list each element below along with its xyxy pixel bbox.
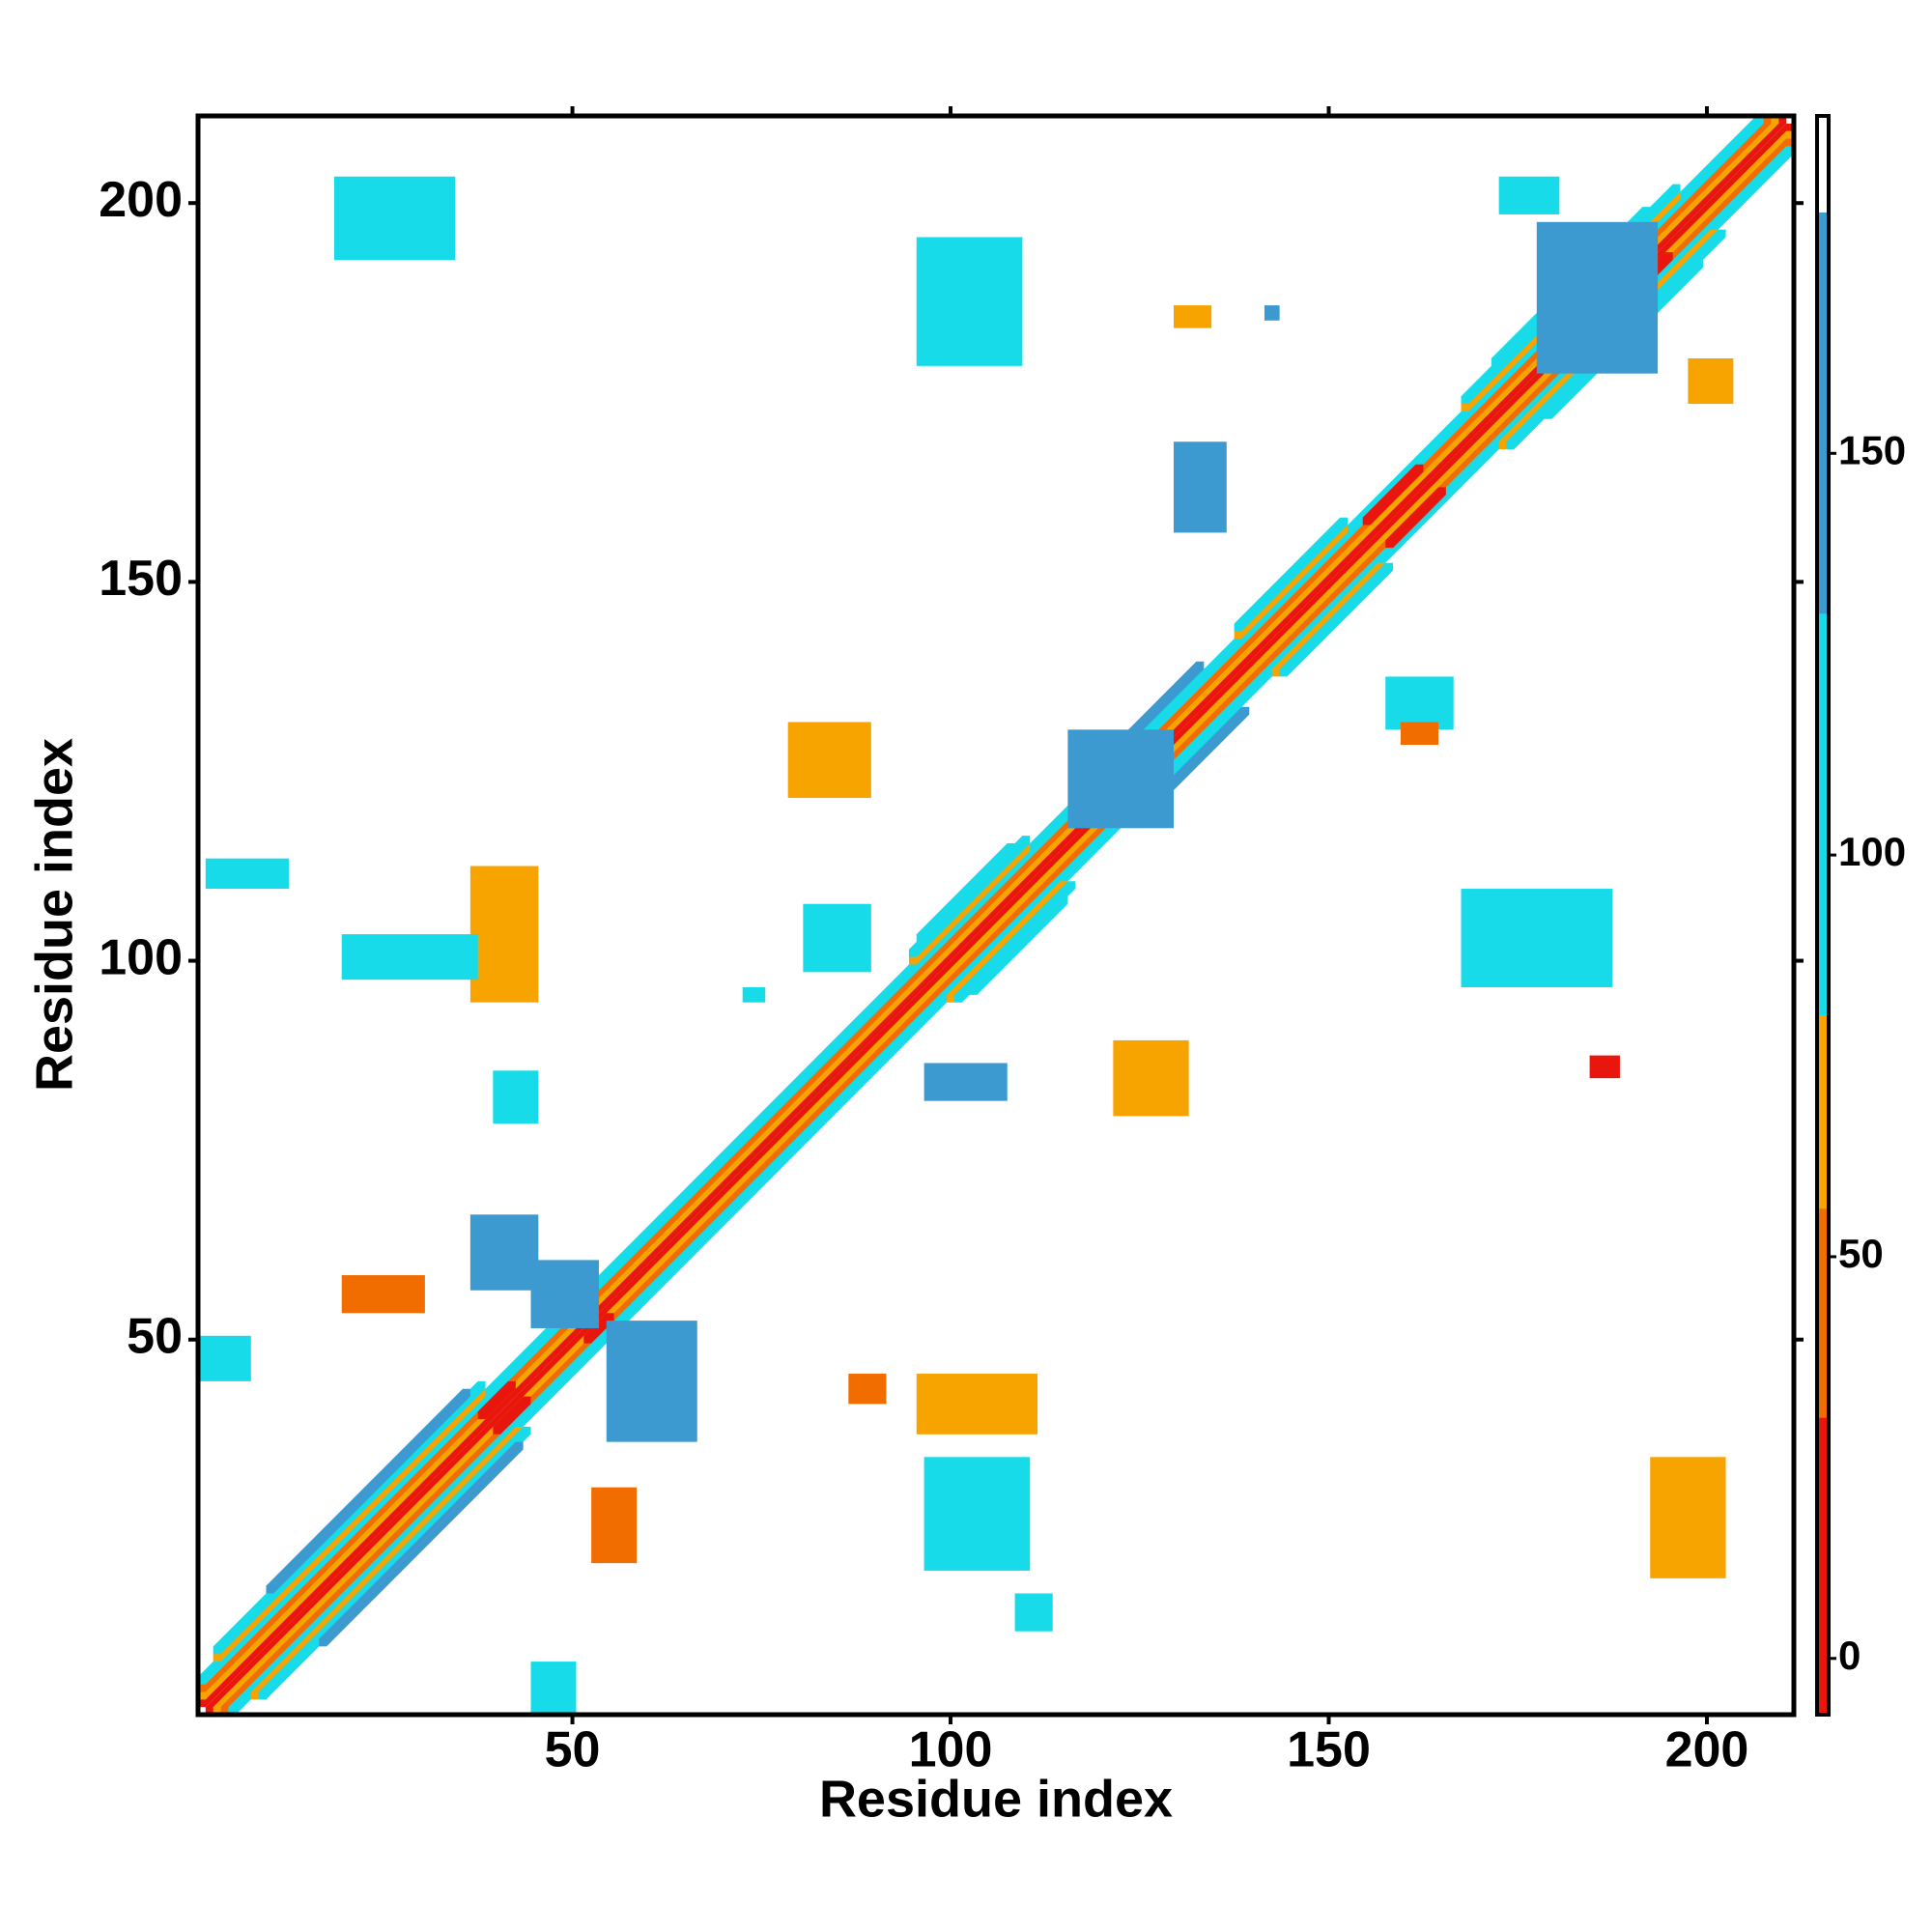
contact-cell — [1113, 1039, 1189, 1117]
plot-frame — [195, 113, 1797, 1718]
contact-cell — [1461, 889, 1613, 988]
diagonal-band — [477, 1380, 516, 1420]
contact-cell — [1498, 176, 1560, 214]
y-tick-label: 150 — [99, 551, 183, 607]
contact-cell — [493, 1070, 539, 1124]
colorbar-segment — [1817, 212, 1829, 614]
contact-cell — [1173, 305, 1212, 328]
diagonal-band — [1362, 464, 1424, 526]
colorbar-tick-label: 100 — [1838, 829, 1906, 874]
contact-cell — [591, 1487, 638, 1564]
colorbar-tick-label: 50 — [1838, 1231, 1884, 1276]
diagonal-band — [969, 895, 1068, 995]
contact-cell — [1264, 305, 1280, 321]
contact-cell — [1589, 1055, 1620, 1079]
contact-cell — [1688, 357, 1734, 405]
cells — [198, 116, 1794, 1715]
contact-cell — [198, 1335, 251, 1381]
x-tick-label: 100 — [909, 1722, 993, 1778]
diagonal-band — [266, 1388, 470, 1594]
diagonal-band — [258, 1426, 531, 1700]
x-tick-label: 150 — [1287, 1722, 1371, 1778]
contact-cell — [1014, 1593, 1053, 1632]
colorbar-segment — [1817, 1015, 1829, 1209]
x-tick-label: 50 — [545, 1722, 601, 1778]
contact-cell — [530, 1260, 599, 1328]
x-tick-label: 200 — [1665, 1722, 1749, 1778]
y-tick-label: 50 — [127, 1308, 183, 1364]
contact-cell — [341, 934, 478, 980]
contact-cell — [787, 722, 871, 798]
contact-cell — [341, 1275, 425, 1314]
diagonal-band — [1271, 562, 1386, 677]
contact-cell — [916, 1374, 1038, 1435]
contact-cell — [1536, 221, 1659, 374]
contact-cell — [606, 1321, 697, 1442]
contact-cell — [205, 858, 289, 890]
contact-cell — [1400, 722, 1439, 746]
contact-cell — [469, 1214, 539, 1291]
diagonal-band — [493, 1396, 531, 1435]
contact-cell — [333, 176, 456, 261]
colorbar-segment — [1817, 1417, 1829, 1715]
diagonal-band — [1385, 487, 1446, 549]
contact-cell — [1650, 1457, 1726, 1578]
diagonal-band — [319, 1441, 524, 1647]
y-tick-label: 100 — [99, 929, 183, 985]
contact-cell — [1385, 676, 1454, 730]
contact-cell — [916, 237, 1023, 366]
y-axis-title: Residue index — [25, 738, 83, 1092]
colorbar-frame — [1815, 114, 1831, 1717]
y-tick-label: 200 — [99, 172, 183, 228]
colorbar-tick-label: 150 — [1838, 427, 1906, 472]
contact-cell — [923, 1063, 1008, 1101]
diagonal-band — [1234, 517, 1349, 632]
diagonal-band — [916, 842, 1015, 942]
contact-cell — [1067, 729, 1174, 829]
contact-cell — [923, 1457, 1031, 1571]
x-axis-title: Residue index — [819, 1770, 1173, 1828]
colorbar-segment — [1817, 116, 1829, 213]
contact-cell — [742, 987, 766, 1003]
contact-cell — [848, 1374, 887, 1405]
contact-cell — [530, 1662, 577, 1715]
contact-cell — [469, 866, 539, 1003]
contact-cell — [803, 903, 871, 973]
colorbar-segment — [1817, 613, 1829, 1016]
colorbar-tick-label: 0 — [1838, 1633, 1861, 1678]
diagonal-band — [250, 1426, 524, 1700]
diagonal-band — [1279, 562, 1394, 677]
contact-cell — [1173, 441, 1227, 533]
colorbar-segment — [1817, 1208, 1829, 1418]
